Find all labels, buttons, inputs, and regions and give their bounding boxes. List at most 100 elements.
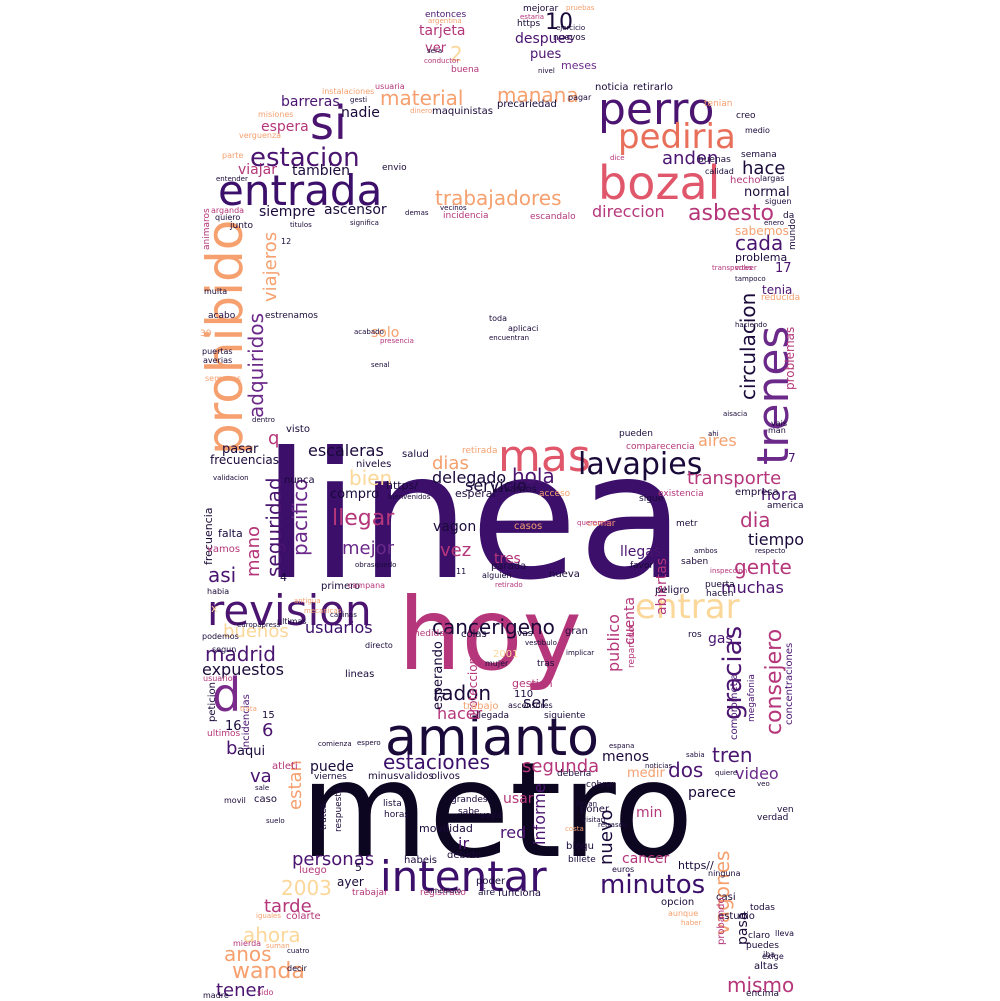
word-lleva: lleva xyxy=(775,929,795,938)
word-poder: poder xyxy=(476,876,506,887)
word-pediria: pediria xyxy=(618,117,736,157)
word-mano: mano xyxy=(243,526,264,577)
word-gesti: gesti xyxy=(350,96,368,104)
word-parte: parte xyxy=(222,151,244,160)
word-espero: espero xyxy=(357,739,381,747)
word-dentro: dentro xyxy=(252,416,275,424)
word-billete: billete xyxy=(568,855,596,865)
word-poner: poner xyxy=(580,804,610,815)
word-peticion: peticion xyxy=(207,682,218,722)
word-17: 17 xyxy=(775,261,792,276)
word-aqui: aqui xyxy=(237,744,266,759)
word-b: b xyxy=(226,738,238,759)
word-ahora: ahora xyxy=(243,923,301,947)
word-ros: ros xyxy=(688,630,702,640)
word-existencia: existencia xyxy=(658,489,704,499)
word-4: 4 xyxy=(280,571,287,584)
word-muchas: muchas xyxy=(721,578,784,597)
word-hecho: hecho xyxy=(730,175,761,186)
word-sabia: sabia xyxy=(686,751,705,759)
word-transportes: transportes xyxy=(712,264,753,272)
word-pagar: pagar xyxy=(568,93,592,102)
word-aunque: aunque xyxy=(668,909,699,918)
word-problema: problema xyxy=(735,251,788,264)
word-repartidor: repartidor xyxy=(627,623,637,668)
word-siempre: siempre xyxy=(259,204,316,220)
word-casi: casi xyxy=(716,892,736,903)
word-16: 16 xyxy=(225,719,242,734)
word-radon: radon xyxy=(433,681,492,705)
word-llevamos: llevamos xyxy=(492,484,537,495)
word-tenian: tenian xyxy=(704,99,733,109)
word-senal: senal xyxy=(371,361,390,369)
word-2001: 2001 xyxy=(493,649,519,660)
word-gestion: gestion xyxy=(512,677,553,690)
word-dinero: dinero xyxy=(410,107,433,115)
word-11: 11 xyxy=(456,567,467,576)
word-intentar: intentar xyxy=(380,852,547,901)
word-campana: campana xyxy=(348,581,386,590)
word-transporte: transporte xyxy=(687,468,782,489)
word-pruebas: pruebas xyxy=(566,4,595,12)
word-hola: hola xyxy=(512,464,555,488)
word-encima: encima xyxy=(746,989,779,999)
word-entonces: entonces xyxy=(425,10,467,20)
word-anos: anos xyxy=(224,942,272,966)
word-cabinas: cabinas xyxy=(330,611,357,619)
word-aisacia: aisacia xyxy=(723,410,748,418)
word-calidad: calidad xyxy=(705,167,734,176)
word-vaya: vaya xyxy=(480,811,502,821)
word-llegada: llegada xyxy=(476,711,509,721)
word-cancerigeno: cancerigeno xyxy=(432,615,555,639)
word-implicar: implicar xyxy=(566,649,595,657)
word-mas: mas xyxy=(498,431,591,482)
word-medio: medio xyxy=(745,126,770,135)
word-favor: favor xyxy=(630,561,654,571)
word-retirado: retirado xyxy=(495,581,523,589)
word-compro: compro xyxy=(330,487,380,502)
word-pues: pues xyxy=(530,47,562,62)
word-aires: aires xyxy=(698,431,737,450)
word-ayer: ayer xyxy=(337,875,364,889)
word-estudio: estudio xyxy=(718,911,755,922)
word-ser: ser xyxy=(523,693,548,712)
word-misiones: misiones xyxy=(258,110,294,119)
word-bozal: bozal xyxy=(598,156,721,210)
word-suman: suman xyxy=(266,942,290,950)
word-buenas: buenas xyxy=(698,155,731,165)
word-sabemos: sabemos xyxy=(735,224,789,238)
word-delegado: delegado xyxy=(432,468,507,487)
word-quiere: quiere xyxy=(715,769,738,777)
word-gas: gas xyxy=(708,631,733,647)
word-servicio: servicio xyxy=(465,476,527,495)
word-salud: salud xyxy=(402,449,429,460)
word-junto: junto xyxy=(230,221,253,231)
word-veo: veo xyxy=(757,780,770,788)
word-personas: personas xyxy=(292,849,375,870)
word-verdad: verdad xyxy=(757,813,789,823)
word-opcion: opcion xyxy=(661,897,695,908)
word-entender: entender xyxy=(216,175,248,183)
word-inspeccion: inspeccion xyxy=(710,567,748,575)
word-trabajadores: trabajadores xyxy=(435,186,562,210)
word-buenos: buenos xyxy=(223,621,289,642)
word-segunda: segunda xyxy=(522,756,600,777)
word-menos: menos xyxy=(602,749,649,765)
word-bien: bien xyxy=(349,466,393,490)
word-luego: luego xyxy=(299,865,327,876)
word-usuaria: usuaria xyxy=(375,82,405,91)
word-vestibulo: vestibulo xyxy=(525,639,557,647)
word-lavapies: lavapies xyxy=(578,447,703,482)
word-escaleras: escaleras xyxy=(308,441,384,460)
word-espana: espana xyxy=(609,742,635,750)
word-vamos: vamos xyxy=(207,544,241,555)
word-conductor: conductor xyxy=(424,57,460,65)
word-meses: meses xyxy=(561,59,597,72)
word-viernes: viernes xyxy=(314,772,347,782)
word-hace: hace xyxy=(742,158,786,179)
word-caso: caso xyxy=(254,794,277,805)
word-pacifico: pacifico xyxy=(288,478,312,556)
word-registrado: registrado xyxy=(420,888,466,898)
word-exige: exige xyxy=(762,952,784,961)
word-mecanicas: mecanicas xyxy=(304,607,342,615)
